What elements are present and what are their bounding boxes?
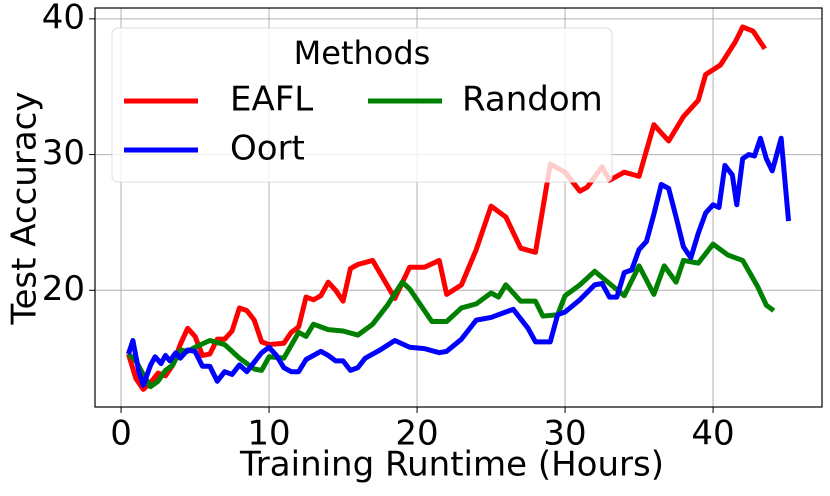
plot-frame bbox=[94, 7, 823, 408]
series-line bbox=[126, 24, 767, 392]
x-axis-label: Training Runtime (Hours) bbox=[239, 445, 664, 485]
x-tick-label: 10 bbox=[247, 414, 290, 454]
x-tick-label: 0 bbox=[110, 414, 132, 454]
legend-title: Methods bbox=[294, 34, 431, 72]
y-tick-label: 20 bbox=[42, 269, 85, 309]
legend-label: EAFL bbox=[230, 80, 313, 120]
legend-label: Oort bbox=[230, 129, 305, 169]
x-tick-label: 40 bbox=[691, 414, 734, 454]
y-tick-label: 30 bbox=[42, 133, 85, 173]
legend-label: Random bbox=[462, 80, 603, 120]
series-line bbox=[126, 241, 776, 390]
legend: Methods EAFL Random Oort bbox=[111, 27, 613, 183]
y-axis-label: Test Accuracy bbox=[5, 92, 45, 326]
series-line bbox=[126, 135, 792, 388]
x-tick-label: 20 bbox=[395, 414, 438, 454]
x-tick-label: 30 bbox=[543, 414, 586, 454]
y-tick-label: 40 bbox=[42, 0, 85, 37]
legend-box bbox=[111, 27, 613, 183]
